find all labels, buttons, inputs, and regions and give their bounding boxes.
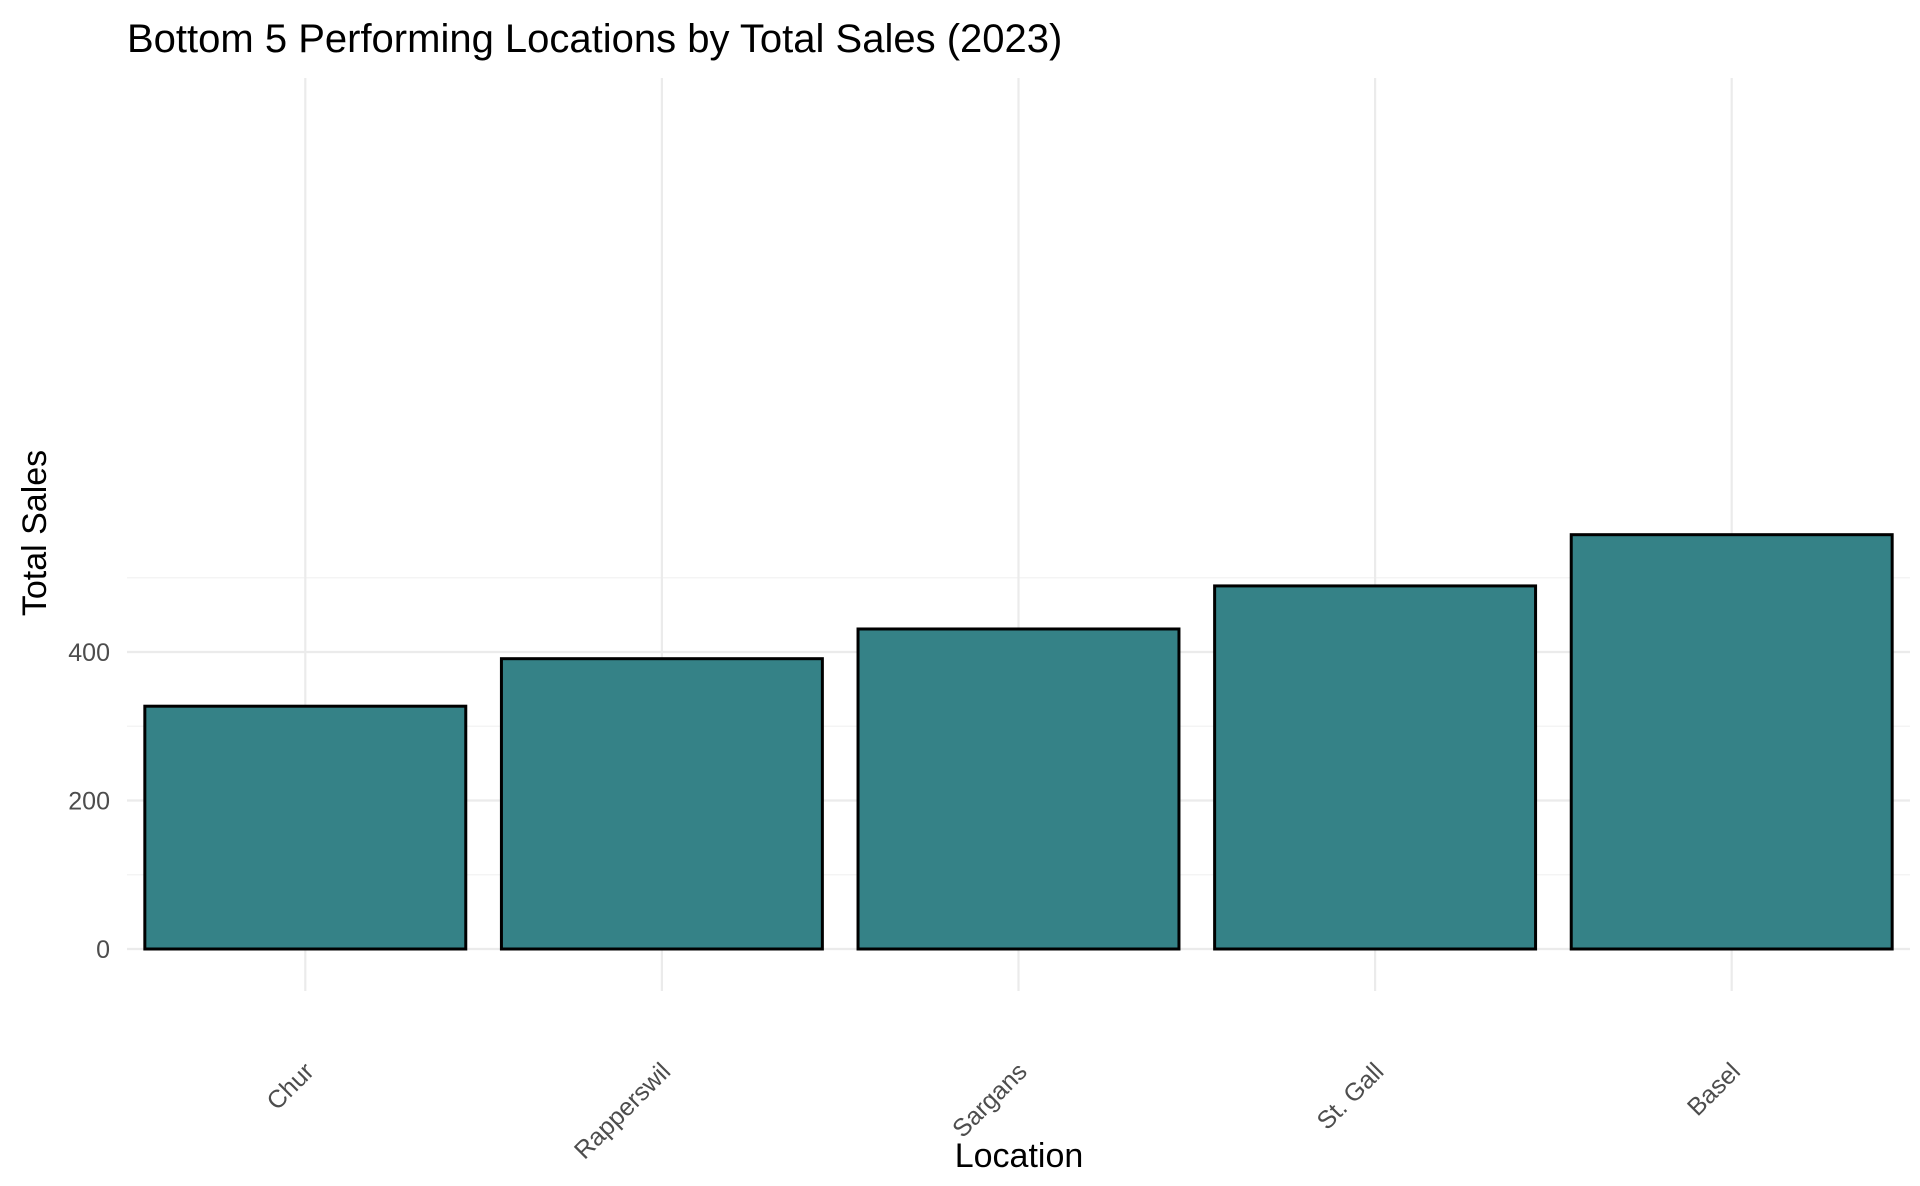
x-tick-label: Basel — [1682, 1057, 1746, 1121]
y-tick-label: 200 — [68, 788, 110, 816]
bar — [499, 657, 824, 951]
x-tick-label: St. Gall — [1312, 1057, 1390, 1135]
x-axis-title: Location — [955, 1137, 1084, 1175]
bar — [1213, 584, 1538, 951]
y-tick-label: 400 — [68, 639, 110, 667]
bars — [143, 533, 1894, 951]
bar — [856, 627, 1181, 951]
y-axis-title: Total Sales — [16, 450, 54, 616]
bar — [143, 704, 468, 951]
chart-title: Bottom 5 Performing Locations by Total S… — [127, 17, 1062, 61]
y-tick-label: 0 — [96, 936, 110, 964]
y-tick-labels: 0 200 400 — [68, 639, 110, 964]
x-tick-label: Rapperswil — [569, 1057, 676, 1164]
x-tick-label: Chur — [261, 1057, 319, 1115]
x-tick-label: Sargans — [947, 1057, 1033, 1143]
bar — [1569, 533, 1894, 951]
